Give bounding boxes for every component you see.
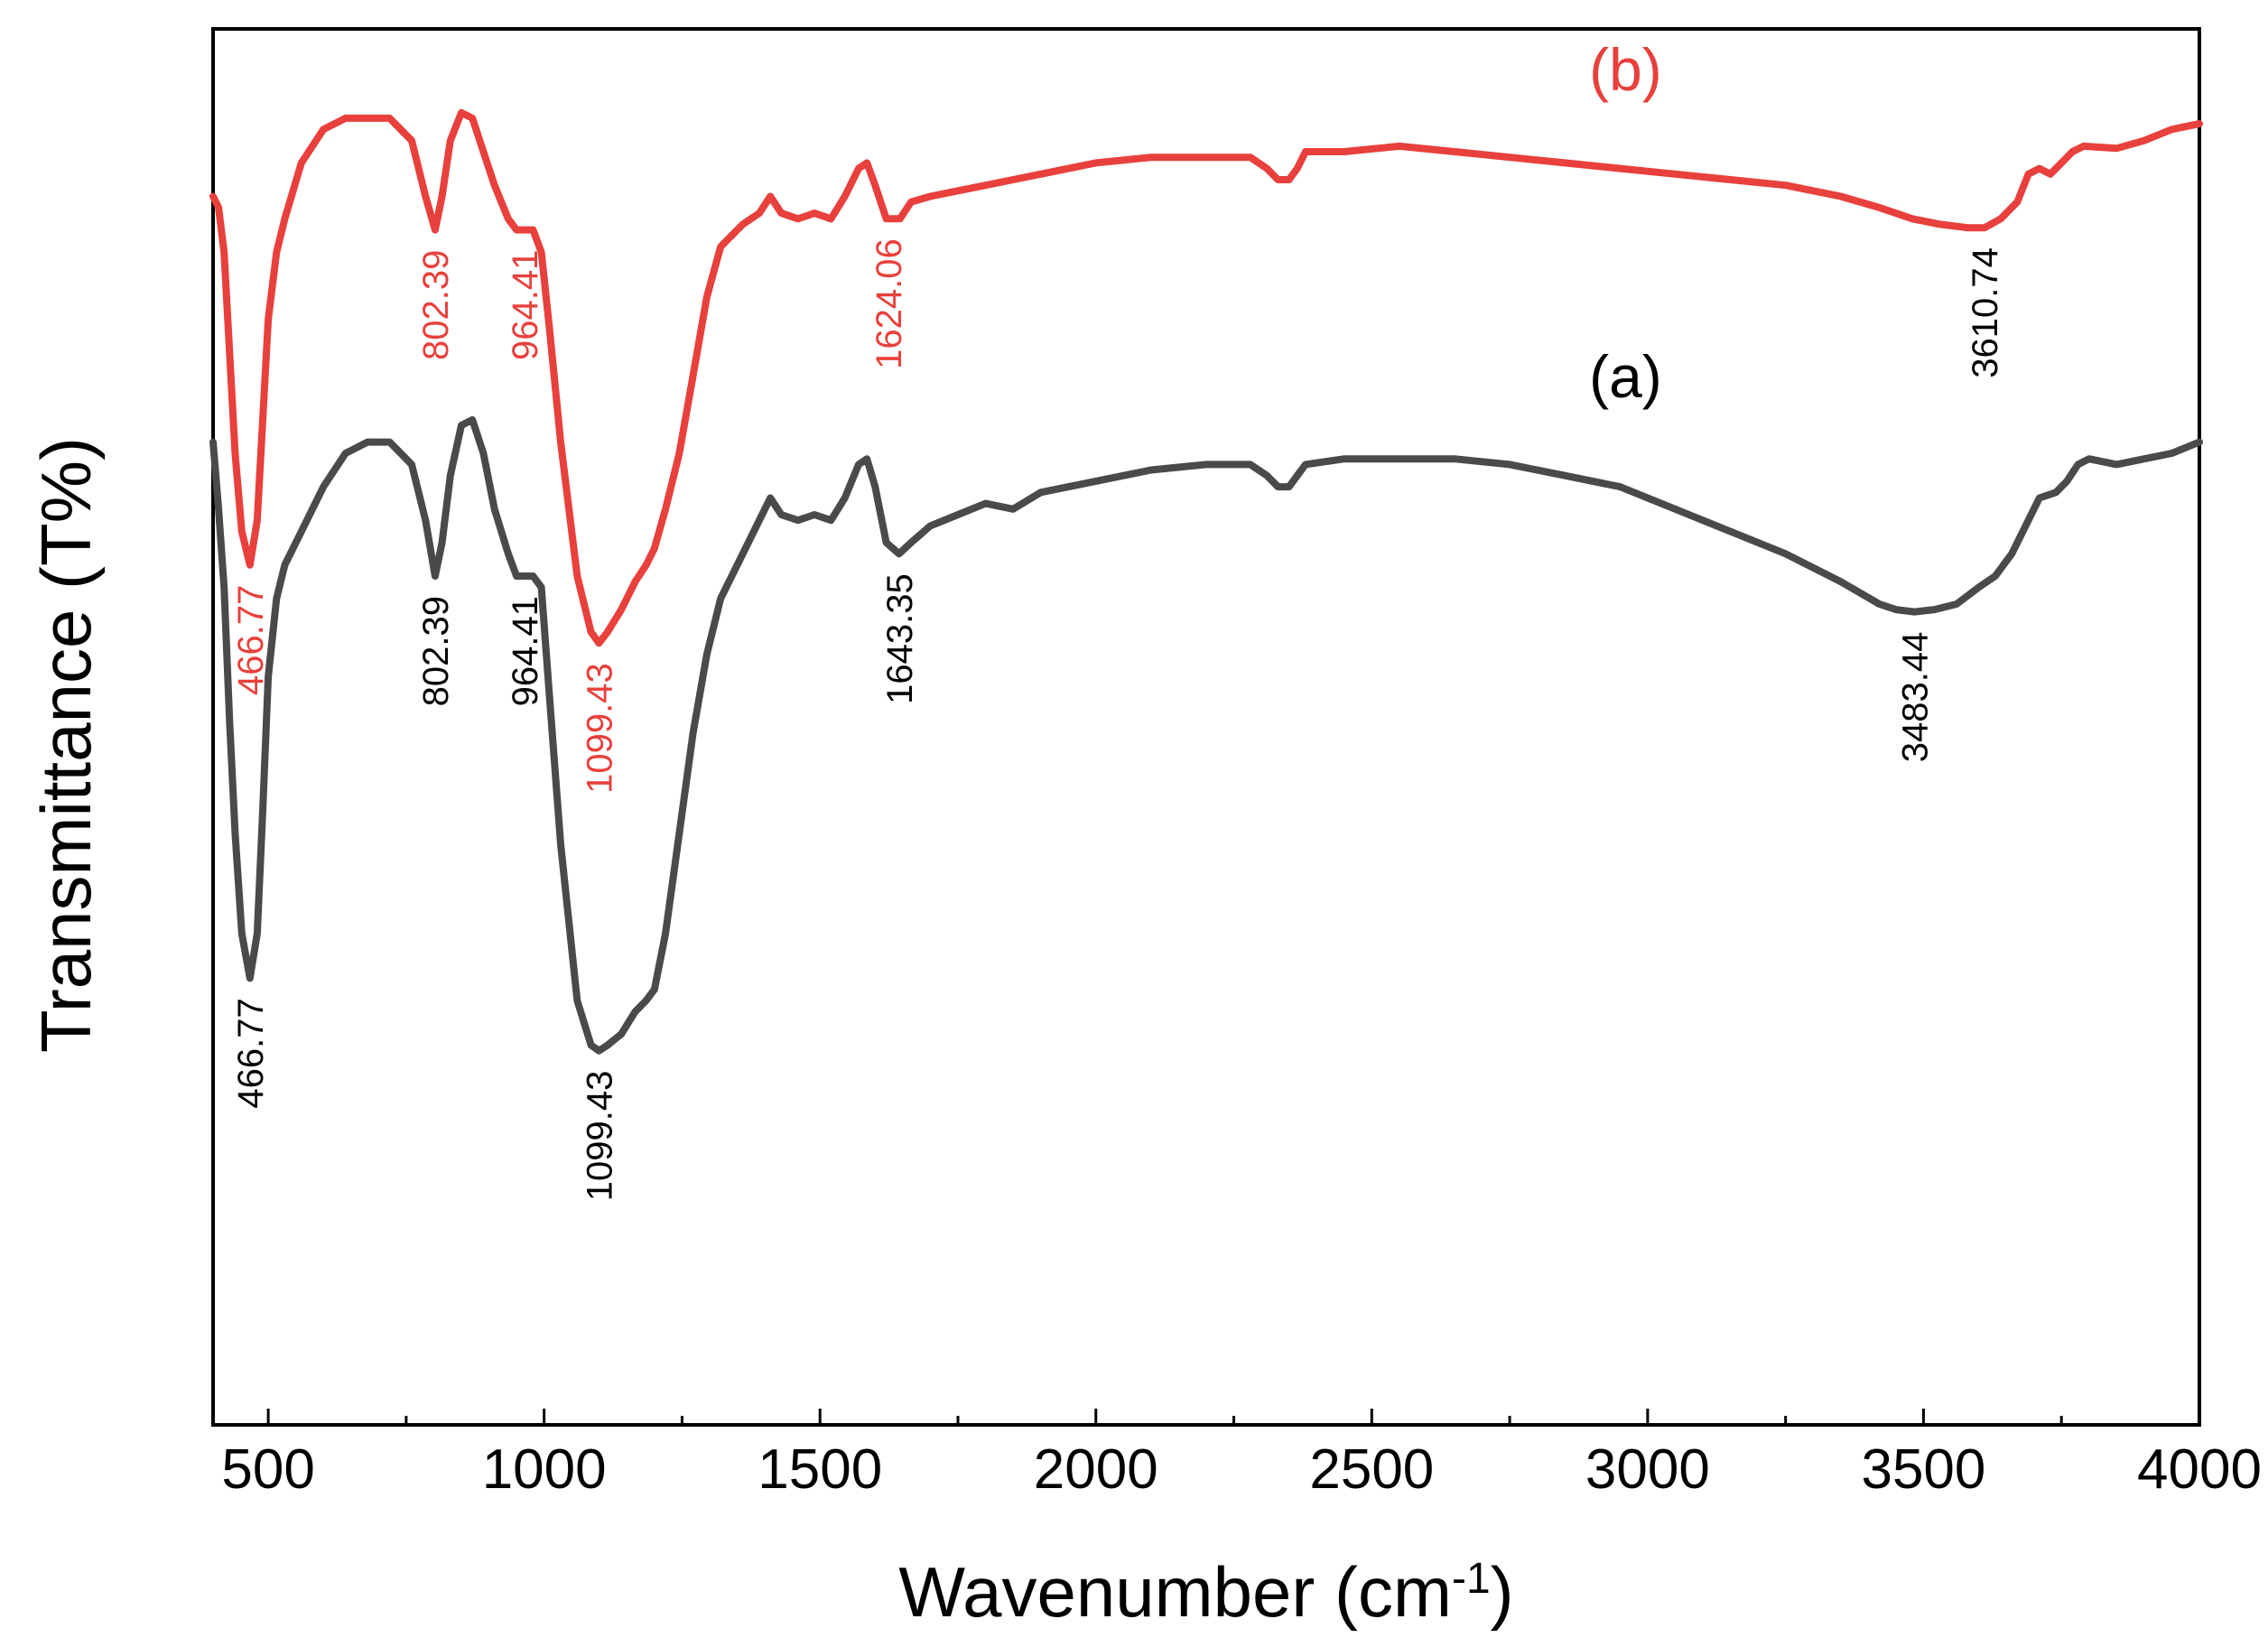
peak-label: 1643.35	[880, 573, 920, 704]
y-axis-label: Transmittance (T%)	[26, 437, 106, 1053]
peak-label: 1624.06	[869, 238, 909, 369]
peak-label: 3610.74	[1966, 247, 2005, 378]
peak-label: 1099.43	[580, 1071, 619, 1202]
series-line-a	[209, 415, 2203, 1055]
x-tick-label: 2500	[1309, 1438, 1434, 1501]
peak-label: 964.41	[506, 250, 545, 360]
plot-frame	[211, 27, 2201, 1427]
x-axis-ticks: 500 1000 1500 2000 2500 3000 3500 4000	[221, 1409, 2262, 1501]
peak-label: 466.77	[231, 585, 271, 695]
peak-label: 964.41	[506, 596, 545, 706]
x-tick-label: 2000	[1034, 1438, 1158, 1501]
peak-label: 802.39	[416, 250, 456, 360]
series-label-a: (a)	[1589, 343, 1662, 410]
x-tick-label: 1500	[758, 1438, 882, 1501]
peak-label: 1099.43	[580, 663, 619, 794]
peak-labels: (a) (b) 466.77 802.39 964.41 1099.43 1624.06 36…	[231, 36, 2005, 1201]
series-label-b: (b)	[1589, 36, 1662, 103]
series-layer	[209, 108, 2203, 1055]
series-line-b	[209, 108, 2203, 647]
peak-label: 3483.44	[1895, 632, 1935, 763]
x-tick-label: 1000	[482, 1438, 607, 1501]
x-tick-label: 500	[221, 1438, 314, 1501]
x-tick-label: 4000	[2137, 1438, 2262, 1501]
x-tick-label: 3000	[1585, 1438, 1710, 1501]
peak-label: 802.39	[416, 596, 456, 706]
x-tick-label: 3500	[1861, 1438, 1985, 1501]
x-axis-label: Wavenumber (cm-1)	[898, 1552, 1513, 1632]
peak-label: 466.77	[231, 998, 271, 1108]
